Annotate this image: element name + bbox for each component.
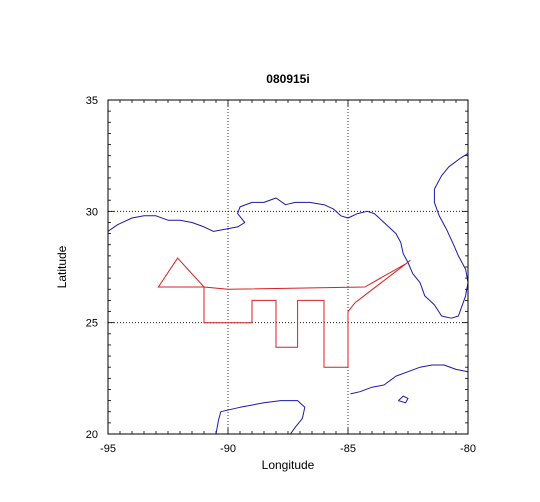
x-tick-label: -95: [100, 443, 116, 455]
grid-lines: [108, 100, 468, 434]
x-axis-label: Longitude: [262, 458, 315, 472]
x-tick-label: -90: [220, 443, 236, 455]
y-tick-label: 25: [86, 318, 98, 330]
x-tick-label: -80: [460, 443, 476, 455]
y-tick-label: 30: [86, 206, 98, 218]
minor-ticks: [107, 99, 469, 435]
chart-title: 080915i: [266, 72, 309, 86]
plot-frame: [107, 99, 469, 435]
y-tick-labels: 20 25 30 35: [86, 95, 98, 441]
flight-track-layer: [157, 257, 411, 368]
y-tick-label: 35: [86, 95, 98, 107]
x-tick-labels: -95 -90 -85 -80: [100, 443, 476, 455]
coastline: [108, 152, 468, 319]
coastline: [215, 400, 306, 434]
coastline: [350, 364, 468, 395]
y-tick-label: 20: [86, 429, 98, 441]
y-axis-label: Latitude: [55, 245, 69, 288]
flight-track: [157, 257, 411, 368]
coastline-layer: [108, 152, 468, 434]
coastline: [398, 395, 409, 404]
x-tick-label: -85: [340, 443, 356, 455]
